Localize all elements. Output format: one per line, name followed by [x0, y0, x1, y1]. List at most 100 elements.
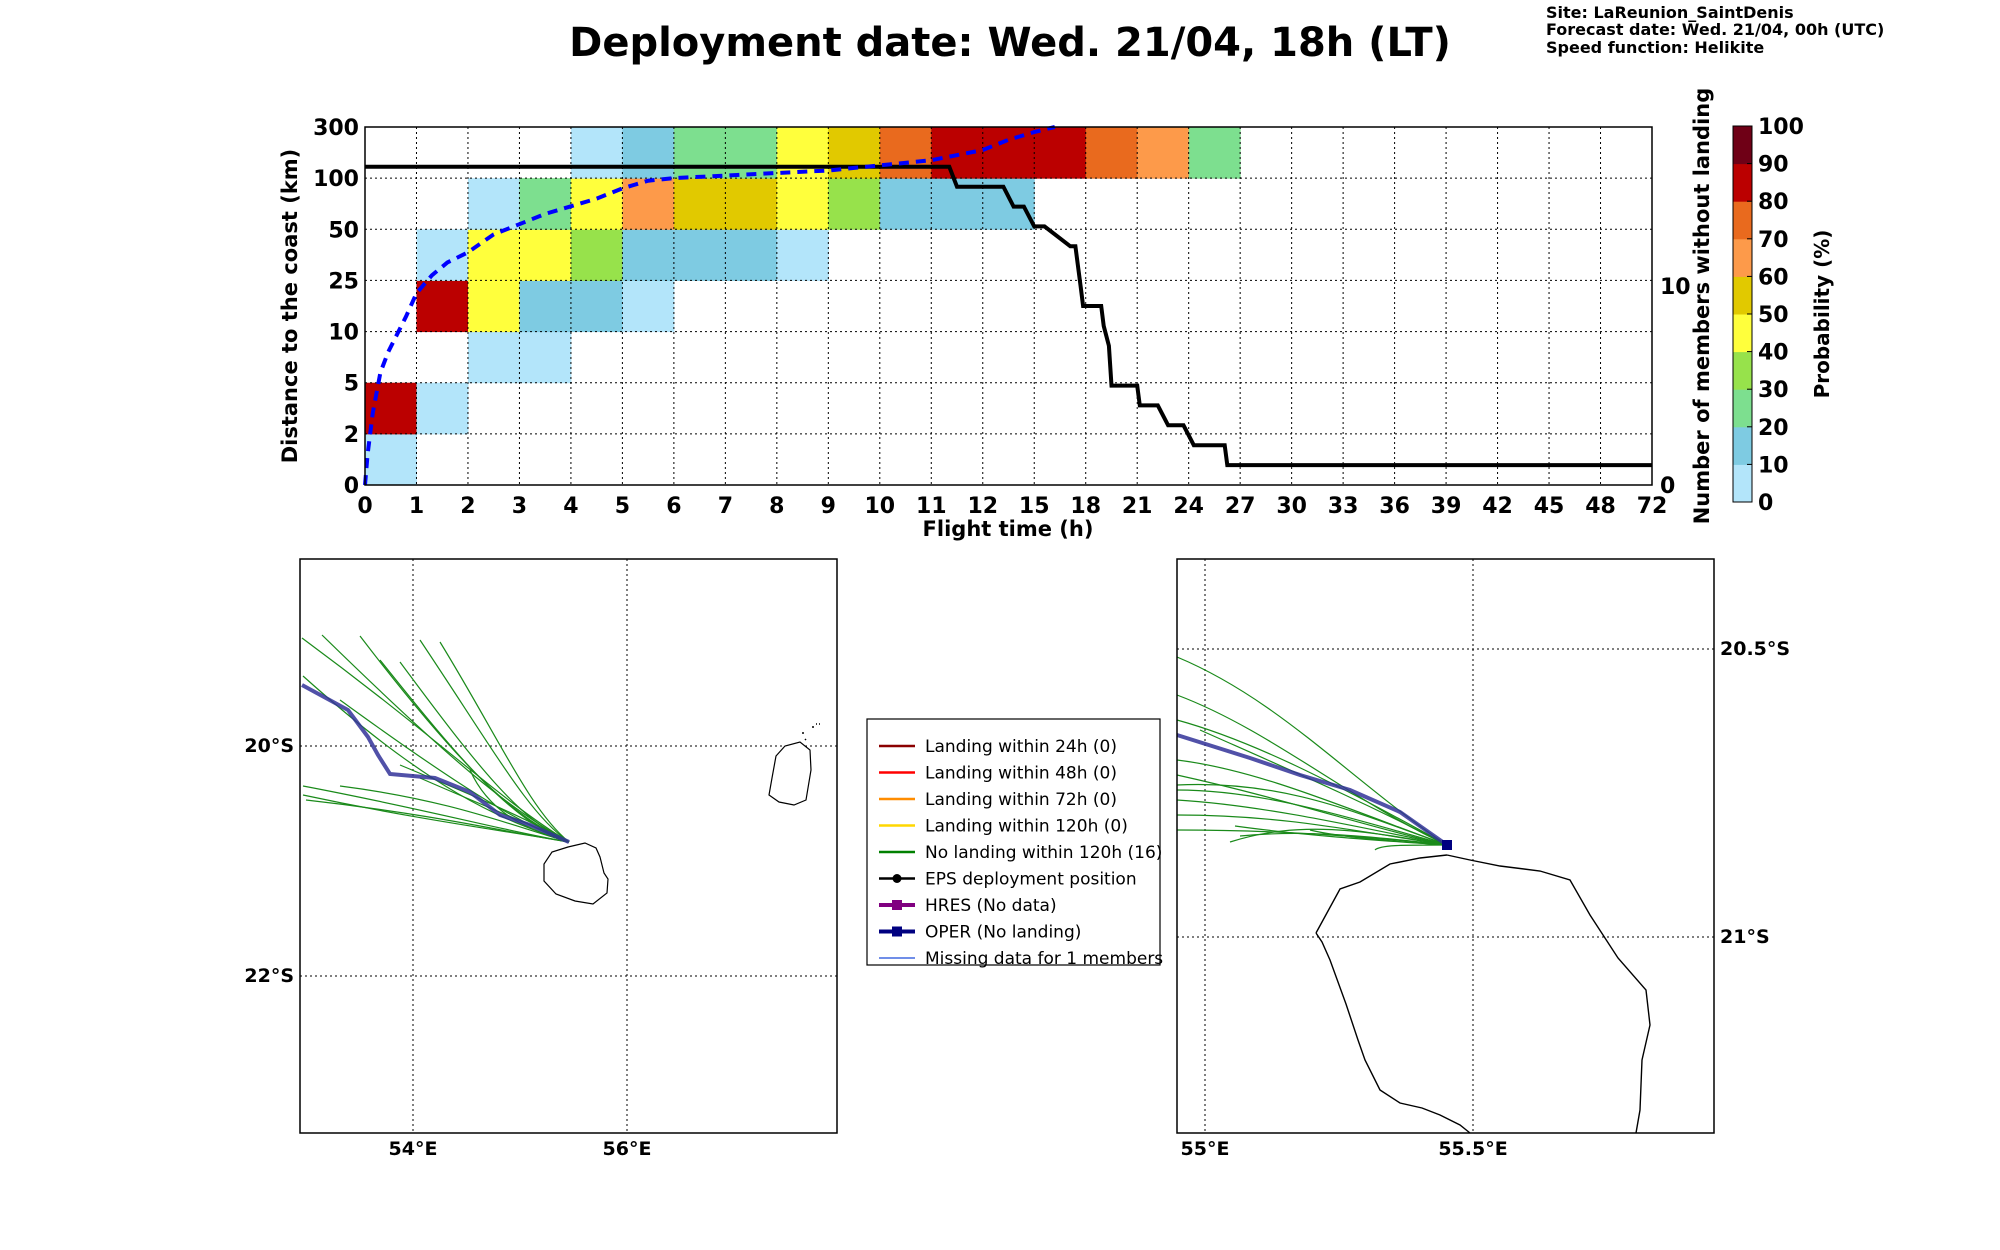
x-tick-label: 72 [1637, 494, 1668, 519]
heatmap-cells [365, 127, 1241, 486]
heatmap-cell [828, 178, 881, 230]
x-tick-label: 33 [1328, 494, 1359, 519]
legend-label: EPS deployment position [925, 870, 1137, 890]
heatmap-cell [725, 229, 778, 281]
legend-item: Landing within 24h (0) [879, 737, 1117, 757]
map-left-member-tracks [301, 634, 570, 843]
x-tick-label: 2 [460, 494, 475, 519]
heatmap-cell [879, 178, 932, 230]
colorbar-tick-label: 0 [1758, 491, 1773, 516]
colorbar-tick-label: 80 [1758, 190, 1789, 215]
heatmap-cell [519, 331, 572, 384]
x-tick-label: 36 [1379, 494, 1410, 519]
colorbar-tick-label: 100 [1758, 115, 1804, 140]
colorbar-swatch [1733, 314, 1752, 353]
map-right-track [1309, 829, 1448, 846]
heatmap-cell [416, 382, 469, 435]
x-tick-labels: 0 1 2 3 4 5 6 7 8 9 10 11 12 15 18 21 24 27 30 33 36 39 42 45 48… [357, 494, 1667, 519]
y-tick-label: 50 [328, 218, 359, 243]
map-right-track [1176, 719, 1448, 846]
heatmap-cell [1034, 127, 1087, 179]
colorbar: 0 10 20 30 40 50 60 70 80 90 100 Probability (%) [1732, 115, 1834, 516]
legend-label: Landing within 120h (0) [925, 817, 1128, 837]
colorbar-ticks: 0 10 20 30 40 50 60 70 80 90 100 [1747, 115, 1804, 516]
speed-function-label: Speed function: Helikite [1546, 38, 1764, 57]
y2-tick-label: 0 [1660, 474, 1675, 499]
members-without-landing-line [365, 164, 1652, 468]
legend-item: Landing within 72h (0) [879, 790, 1117, 810]
y-axis-label: Distance to the coast (km) [278, 149, 302, 464]
map-left-oper-track [301, 683, 570, 844]
legend-frame [866, 718, 1161, 966]
colorbar-tick-label: 30 [1758, 378, 1789, 403]
map-left-lon-label-54: 54°E [389, 1138, 438, 1160]
mean-distance-curve [363, 125, 1056, 486]
map-right-track [1176, 774, 1448, 846]
map-left-track [305, 799, 570, 843]
legend-item: No landing within 120h (16) [879, 843, 1162, 863]
figure-title: Deployment date: Wed. 21/04, 18h (LT) [569, 20, 1451, 66]
colorbar-swatch [1733, 464, 1752, 503]
legend-label: No landing within 120h (16) [925, 843, 1162, 863]
x-tick-label: 1 [409, 494, 424, 519]
heatmap-cell [467, 229, 520, 281]
heatmap-cell [622, 280, 675, 333]
map-left-reunion-island [543, 842, 609, 905]
site-label: Site: LaReunion_SaintDenis [1546, 3, 1794, 22]
map-right-track [1176, 759, 1448, 846]
colorbar-cells [1733, 126, 1752, 503]
map-left-mauritius-island [768, 741, 812, 806]
heatmap-cell [879, 127, 932, 179]
map-left-islets [802, 723, 820, 741]
y2-tick-labels: 0 10 [1660, 275, 1691, 499]
heatmap-cell [467, 178, 520, 230]
legend-item: OPER (No landing) [879, 923, 1081, 943]
map-right-track [1374, 844, 1448, 851]
x-tick-label: 12 [967, 494, 998, 519]
colorbar-swatch [1733, 276, 1752, 315]
x-tick-label: 18 [1070, 494, 1101, 519]
x-axis-label: Flight time (h) [923, 517, 1094, 541]
colorbar-swatch [1733, 163, 1752, 202]
map-left-lat-label-22: 22°S [244, 965, 294, 987]
x-tick-label: 6 [666, 494, 681, 519]
heatmap-frame [364, 126, 1653, 486]
colorbar-swatch [1733, 201, 1752, 240]
colorbar-swatch [1733, 426, 1752, 465]
heatmap-cell [725, 178, 778, 230]
heatmap-cell [673, 178, 726, 230]
map-left-lat-label-20: 20°S [244, 735, 294, 757]
heatmap-cell [776, 229, 829, 281]
map-right-track [1176, 783, 1448, 846]
heatmap-cell [467, 280, 520, 333]
heatmap-cell [1137, 127, 1190, 179]
x-tick-label: 3 [512, 494, 527, 519]
x-tick-label: 39 [1431, 494, 1462, 519]
legend-marker-square [892, 926, 902, 937]
y-tick-label: 300 [313, 116, 359, 141]
x-tick-label: 11 [916, 494, 947, 519]
map-left-track [379, 659, 570, 843]
colorbar-tick-label: 50 [1758, 303, 1789, 328]
x-tick-label: 7 [718, 494, 733, 519]
map-right-oper-track [1176, 733, 1449, 847]
x-tick-label: 24 [1173, 494, 1204, 519]
heatmap-cell [725, 127, 778, 179]
legend-items: Landing within 24h (0) Landing within 48h… [879, 737, 1163, 969]
x-tick-label: 0 [357, 494, 372, 519]
x-tick-label: 30 [1276, 494, 1307, 519]
map-left-track [339, 785, 570, 843]
y-tick-label: 25 [328, 269, 359, 294]
y-tick-label: 5 [344, 372, 359, 397]
map-right-track [1229, 828, 1448, 846]
colorbar-label: Probability (%) [1810, 230, 1834, 399]
map-right-track [1199, 729, 1448, 846]
x-tick-label: 5 [615, 494, 630, 519]
map-right-track [1176, 799, 1448, 846]
heatmap-cell [416, 280, 469, 333]
heatmap-cell [570, 229, 623, 281]
x-tick-label: 10 [864, 494, 895, 519]
map-left-track [439, 641, 570, 843]
